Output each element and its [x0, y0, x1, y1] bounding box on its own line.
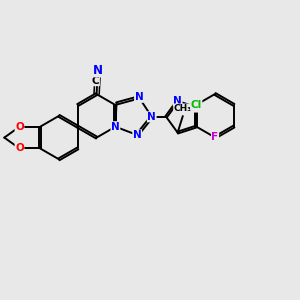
Text: N: N	[173, 96, 182, 106]
Text: O: O	[192, 102, 201, 112]
Text: Cl: Cl	[190, 100, 202, 110]
Text: N: N	[133, 130, 142, 140]
Text: N: N	[135, 92, 143, 102]
Text: F: F	[212, 132, 219, 142]
Text: CH₃: CH₃	[174, 104, 192, 113]
Text: N: N	[147, 112, 156, 122]
Text: N: N	[93, 64, 103, 77]
Text: O: O	[15, 122, 24, 132]
Text: C: C	[92, 76, 99, 86]
Text: N: N	[111, 122, 120, 132]
Text: O: O	[15, 143, 24, 153]
